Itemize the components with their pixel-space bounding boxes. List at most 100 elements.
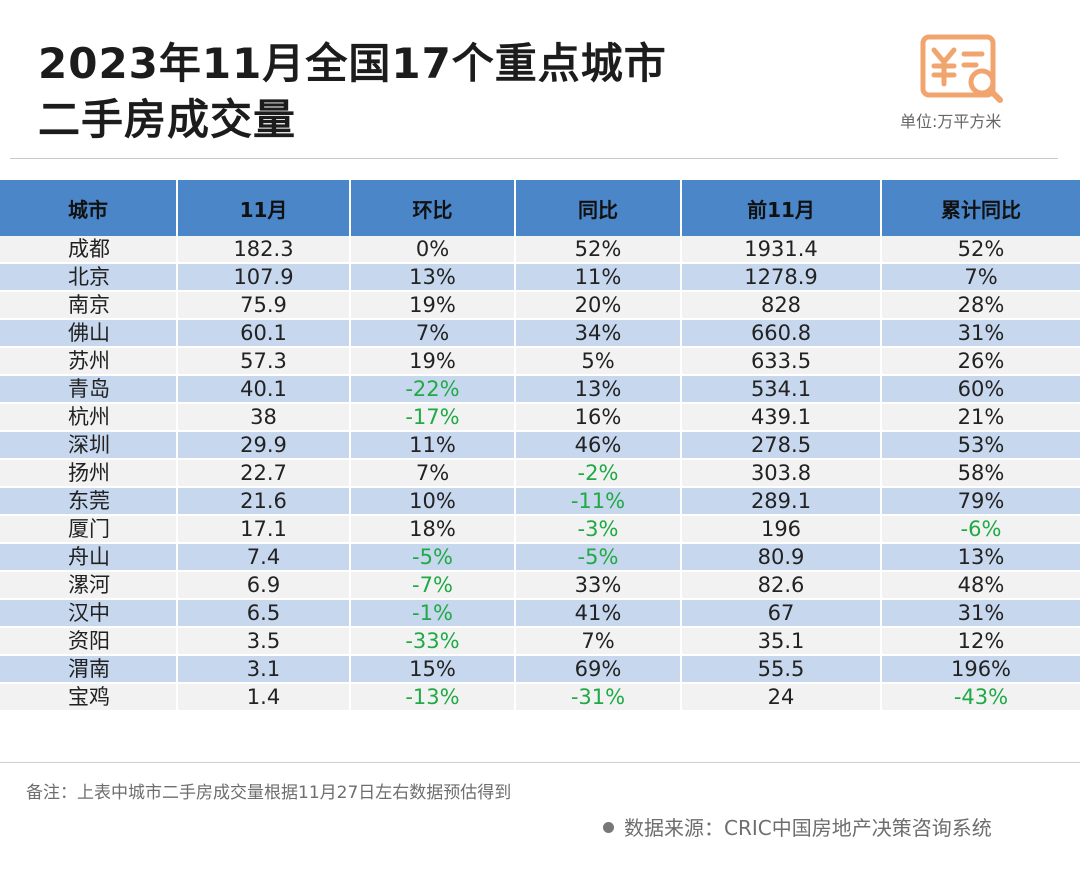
cell-november: 38 <box>178 404 351 432</box>
cell-first-11-months: 82.6 <box>682 572 882 600</box>
cell-mom: 19% <box>351 292 516 320</box>
cell-cumulative-yoy: 53% <box>882 432 1080 460</box>
cell-november: 6.5 <box>178 600 351 628</box>
table-row: 北京 107.9 13% 11% 1278.9 7% <box>0 264 1080 292</box>
header-yoy: 同比 <box>516 180 682 236</box>
cell-city: 舟山 <box>0 544 178 572</box>
title-line-2: 二手房成交量 <box>38 95 297 144</box>
header-city: 城市 <box>0 180 178 236</box>
cell-first-11-months: 80.9 <box>682 544 882 572</box>
cell-city: 漯河 <box>0 572 178 600</box>
table-row: 杭州 38 -17% 16% 439.1 21% <box>0 404 1080 432</box>
cell-city: 扬州 <box>0 460 178 488</box>
table-row: 东莞 21.6 10% -11% 289.1 79% <box>0 488 1080 516</box>
cell-mom: 19% <box>351 348 516 376</box>
cell-yoy: -2% <box>516 460 682 488</box>
cell-cumulative-yoy: 13% <box>882 544 1080 572</box>
title-line-1: 2023年11月全国17个重点城市 <box>38 39 667 88</box>
cell-november: 40.1 <box>178 376 351 404</box>
cell-mom: 18% <box>351 516 516 544</box>
cell-cumulative-yoy: 58% <box>882 460 1080 488</box>
header-cumulative-yoy: 累计同比 <box>882 180 1080 236</box>
cell-first-11-months: 303.8 <box>682 460 882 488</box>
cell-city: 宝鸡 <box>0 684 178 712</box>
cell-november: 75.9 <box>178 292 351 320</box>
table-row: 漯河 6.9 -7% 33% 82.6 48% <box>0 572 1080 600</box>
cell-november: 60.1 <box>178 320 351 348</box>
cell-cumulative-yoy: 196% <box>882 656 1080 684</box>
cell-yoy: 20% <box>516 292 682 320</box>
cell-cumulative-yoy: 52% <box>882 236 1080 264</box>
cell-yoy: 69% <box>516 656 682 684</box>
cell-november: 7.4 <box>178 544 351 572</box>
cell-november: 22.7 <box>178 460 351 488</box>
cell-city: 成都 <box>0 236 178 264</box>
cell-yoy: -5% <box>516 544 682 572</box>
cell-november: 1.4 <box>178 684 351 712</box>
cell-city: 青岛 <box>0 376 178 404</box>
cell-yoy: 34% <box>516 320 682 348</box>
cell-city: 杭州 <box>0 404 178 432</box>
cell-first-11-months: 534.1 <box>682 376 882 404</box>
cell-cumulative-yoy: 21% <box>882 404 1080 432</box>
cell-first-11-months: 660.8 <box>682 320 882 348</box>
cell-mom: -5% <box>351 544 516 572</box>
cell-yoy: -11% <box>516 488 682 516</box>
header-first-11-months: 前11月 <box>682 180 882 236</box>
header-november: 11月 <box>178 180 351 236</box>
table-row: 厦门 17.1 18% -3% 196 -6% <box>0 516 1080 544</box>
cell-first-11-months: 1931.4 <box>682 236 882 264</box>
yen-document-search-icon <box>920 34 1003 103</box>
table-row: 深圳 29.9 11% 46% 278.5 53% <box>0 432 1080 460</box>
cell-yoy: -3% <box>516 516 682 544</box>
header-mom: 环比 <box>351 180 516 236</box>
cell-city: 资阳 <box>0 628 178 656</box>
table-row: 苏州 57.3 19% 5% 633.5 26% <box>0 348 1080 376</box>
cell-cumulative-yoy: -43% <box>882 684 1080 712</box>
unit-label: 单位:万平方米 <box>900 112 1002 131</box>
cell-mom: 7% <box>351 460 516 488</box>
cell-city: 苏州 <box>0 348 178 376</box>
table-row: 资阳 3.5 -33% 7% 35.1 12% <box>0 628 1080 656</box>
cell-city: 佛山 <box>0 320 178 348</box>
table-row: 汉中 6.5 -1% 41% 67 31% <box>0 600 1080 628</box>
cell-mom: -22% <box>351 376 516 404</box>
cell-yoy: 33% <box>516 572 682 600</box>
cell-first-11-months: 633.5 <box>682 348 882 376</box>
cell-mom: -33% <box>351 628 516 656</box>
cell-yoy: 52% <box>516 236 682 264</box>
cell-cumulative-yoy: 31% <box>882 600 1080 628</box>
cell-cumulative-yoy: 60% <box>882 376 1080 404</box>
cell-first-11-months: 1278.9 <box>682 264 882 292</box>
cell-first-11-months: 828 <box>682 292 882 320</box>
cell-city: 东莞 <box>0 488 178 516</box>
cell-city: 汉中 <box>0 600 178 628</box>
data-source-text: 数据来源：CRIC中国房地产决策咨询系统 <box>624 816 992 840</box>
cell-cumulative-yoy: 48% <box>882 572 1080 600</box>
cell-mom: 13% <box>351 264 516 292</box>
volume-table: 城市 11月 环比 同比 前11月 累计同比 成都 182.3 0% 52% 1931.… <box>0 180 1080 712</box>
cell-mom: 7% <box>351 320 516 348</box>
cell-city: 深圳 <box>0 432 178 460</box>
table-row: 南京 75.9 19% 20% 828 28% <box>0 292 1080 320</box>
cell-first-11-months: 278.5 <box>682 432 882 460</box>
cell-first-11-months: 24 <box>682 684 882 712</box>
cell-november: 3.5 <box>178 628 351 656</box>
cell-first-11-months: 196 <box>682 516 882 544</box>
cell-yoy: 5% <box>516 348 682 376</box>
cell-november: 3.1 <box>178 656 351 684</box>
bullet-dot-icon <box>603 822 614 833</box>
table-row: 宝鸡 1.4 -13% -31% 24 -43% <box>0 684 1080 712</box>
cell-cumulative-yoy: 79% <box>882 488 1080 516</box>
cell-november: 57.3 <box>178 348 351 376</box>
cell-yoy: 46% <box>516 432 682 460</box>
cell-november: 21.6 <box>178 488 351 516</box>
footer-divider <box>0 762 1080 763</box>
cell-cumulative-yoy: 12% <box>882 628 1080 656</box>
table-body: 成都 182.3 0% 52% 1931.4 52% 北京 107.9 13% 11% 1278.9… <box>0 236 1080 712</box>
cell-cumulative-yoy: -6% <box>882 516 1080 544</box>
cell-cumulative-yoy: 31% <box>882 320 1080 348</box>
cell-first-11-months: 55.5 <box>682 656 882 684</box>
cell-mom: -7% <box>351 572 516 600</box>
cell-first-11-months: 35.1 <box>682 628 882 656</box>
